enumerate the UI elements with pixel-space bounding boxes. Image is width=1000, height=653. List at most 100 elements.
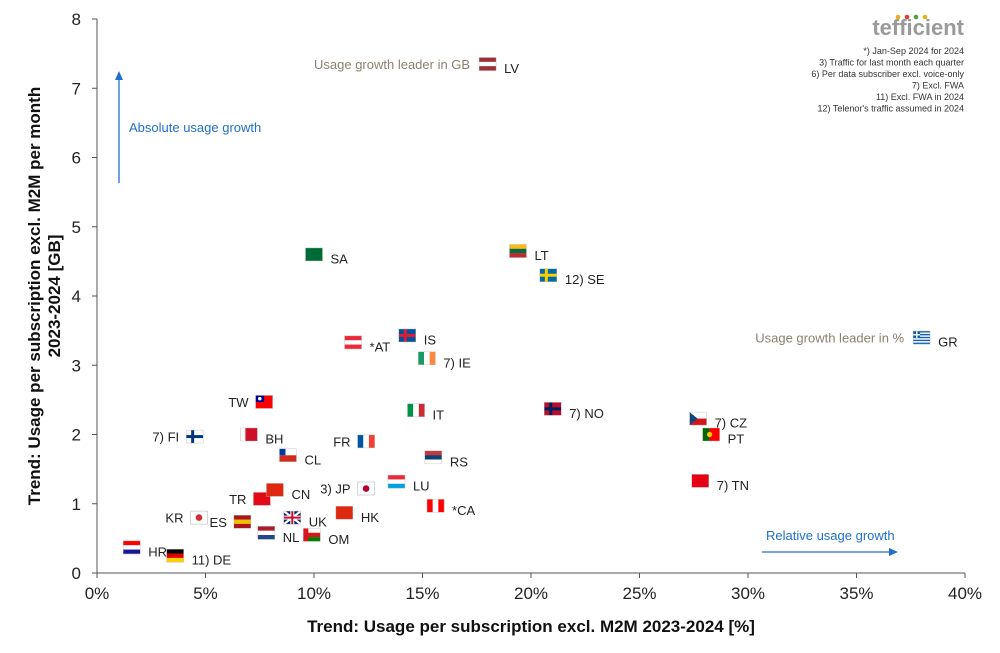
point-label: 7) TN (717, 478, 749, 493)
point-sa: SA (305, 247, 349, 266)
x-tick-label: 0% (85, 584, 110, 603)
point-label: LU (413, 479, 430, 494)
point-hr: HR (123, 540, 167, 559)
flag-bh (240, 427, 258, 442)
flag-no (544, 402, 562, 416)
logo-dot (922, 14, 928, 20)
flag-sa (305, 247, 323, 262)
y-axis-title-line1: Trend: Usage per subscription excl. M2M … (25, 87, 44, 505)
point-uk: UK (283, 510, 327, 530)
flag-kr (190, 510, 208, 525)
y-tick-label: 6 (72, 149, 81, 168)
point-label: TW (228, 395, 249, 410)
y-tick-label: 8 (72, 10, 81, 29)
flag-hk (335, 506, 354, 520)
y-tick-label: 7 (72, 79, 81, 98)
point-label: 7) IE (443, 355, 471, 370)
point-nl: NL (257, 526, 300, 545)
flag-uk (283, 510, 302, 525)
absolute-growth-arrow-head (115, 71, 123, 80)
point-label: HR (148, 544, 167, 559)
flag-ca (426, 499, 445, 513)
relative-growth-label: Relative usage growth (766, 528, 895, 543)
flag-cl (279, 448, 297, 462)
point-cn: CN (266, 483, 310, 502)
point-lv: LV (478, 57, 519, 76)
flag-is (398, 328, 417, 343)
point-se: 12) SE (539, 268, 605, 287)
point-label: LT (534, 248, 548, 263)
point-label: IT (432, 407, 444, 422)
point-de: 11) DE (166, 548, 231, 568)
flag-lu (387, 474, 406, 489)
y-tick-label: 4 (72, 287, 81, 306)
absolute-growth-label: Absolute usage growth (129, 120, 261, 135)
data-points: LV SA LT 12) SE IS *AT 7) IE GR TW IT 7) NO 7) CZPT… (123, 57, 958, 568)
footnotes: tefficient *) Jan-Sep 2024 for 2024 3) Tra… (811, 14, 965, 114)
point-label: FR (333, 434, 350, 449)
x-tick-label: 40% (948, 584, 982, 603)
point-hk: HK (335, 506, 379, 525)
flag-tr (253, 492, 271, 506)
footnote-line: 12) Telenor's traffic assumed in 2024 (818, 104, 964, 114)
point-cz: 7) CZ (689, 411, 747, 431)
point-es: ES (210, 515, 252, 530)
point-fr: FR (333, 434, 375, 449)
point-label: KR (165, 511, 183, 526)
flag-fi (185, 429, 204, 444)
point-label: 12) SE (565, 272, 605, 287)
y-tick-label: 3 (72, 356, 81, 375)
y-tick-label: 5 (72, 218, 81, 237)
flag-cn (266, 483, 284, 497)
x-tick-label: 35% (839, 584, 873, 603)
footnote-line: 3) Traffic for last month each quarter (819, 58, 964, 68)
x-axis-title: Trend: Usage per subscription excl. M2M … (307, 617, 755, 636)
flag-pt (702, 427, 720, 442)
point-label: ES (210, 515, 228, 530)
flag-ie (418, 351, 436, 366)
annotations: Absolute usage growth Relative usage grow… (115, 57, 905, 556)
point-jp: 3) JP (320, 481, 375, 497)
flag-se (539, 268, 558, 282)
flag-tn (691, 474, 709, 488)
point-label: 7) FI (152, 430, 179, 445)
logo-dot (913, 14, 919, 20)
flag-nl (257, 526, 275, 540)
x-tick-label: 10% (297, 584, 331, 603)
point-lu: LU (387, 474, 430, 494)
flag-fr (357, 434, 375, 449)
point-label: BH (265, 432, 283, 447)
point-label: 3) JP (320, 482, 350, 497)
x-tick-label: 15% (405, 584, 439, 603)
point-pt: PT (702, 427, 745, 447)
point-label: *CA (452, 503, 475, 518)
point-ie: 7) IE (418, 351, 471, 370)
flag-cz (689, 411, 707, 426)
y-axis-title-line2: 2023-2024 [GB] (45, 235, 64, 358)
flag-tw (255, 395, 273, 409)
point-label: PT (728, 432, 745, 447)
relative-growth-arrow-head (889, 548, 898, 556)
flag-jp (357, 481, 375, 496)
point-bh: BH (240, 427, 283, 447)
point-label: CN (291, 487, 310, 502)
gb-leader-label: Usage growth leader in GB (314, 57, 470, 72)
point-fi: 7) FI (152, 429, 204, 445)
point-it: IT (407, 403, 444, 422)
y-tick-label: 1 (72, 495, 81, 514)
point-is: IS (398, 328, 436, 347)
point-label: HK (361, 510, 379, 525)
point-label: 7) NO (569, 406, 604, 421)
point-label: LV (504, 61, 519, 76)
logo-dot (904, 14, 910, 20)
flag-om (303, 528, 321, 542)
point-kr: KR (165, 510, 208, 526)
pct-leader-label: Usage growth leader in % (755, 331, 904, 346)
point-label: SA (331, 251, 349, 266)
x-tick-label: 25% (622, 584, 656, 603)
flag-lv (478, 57, 497, 71)
point-at: *AT (344, 335, 390, 354)
point-label: NL (283, 530, 300, 545)
point-label: UK (309, 515, 327, 530)
